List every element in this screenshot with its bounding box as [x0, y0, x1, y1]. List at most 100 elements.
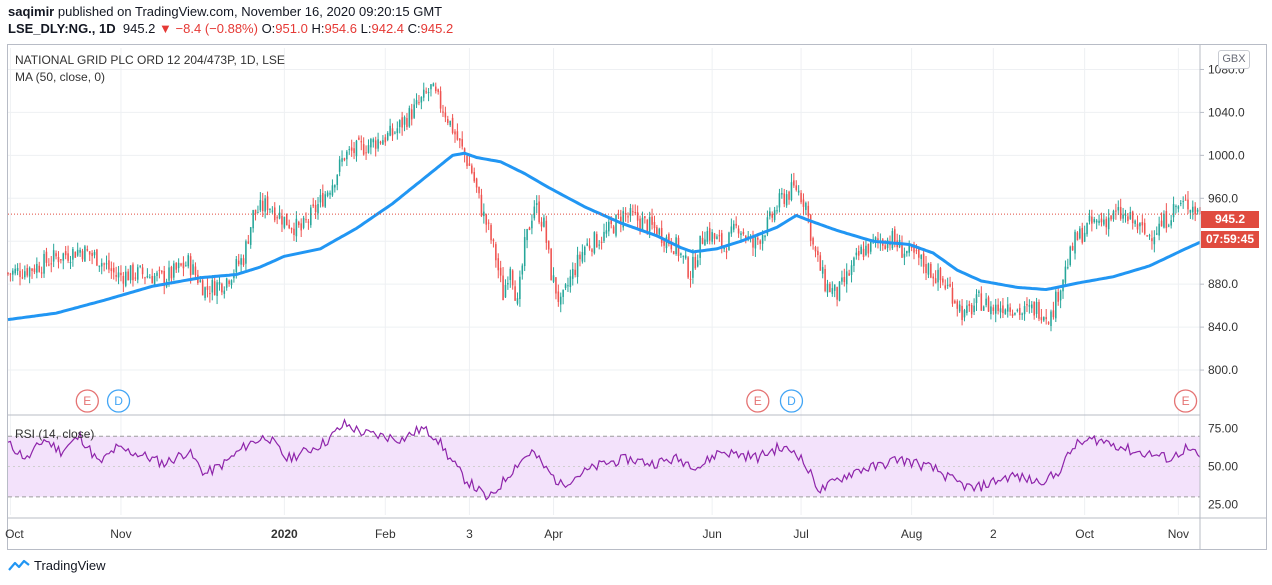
candle-body [769, 211, 771, 217]
candle-body [845, 271, 848, 285]
candle-body [987, 297, 990, 312]
candle-body [437, 89, 439, 92]
candle-body [624, 213, 627, 215]
candle-body [821, 267, 824, 274]
x-tick-label: Jun [702, 527, 721, 541]
candle-body [730, 226, 733, 234]
candle-body [103, 263, 105, 265]
candle-body [1059, 290, 1062, 301]
candle-body [213, 281, 216, 296]
candle-body [396, 128, 399, 134]
candle-body [1146, 235, 1148, 237]
candle-body [776, 210, 778, 212]
candle-body [622, 211, 625, 228]
candle-body [127, 271, 129, 281]
candle-body [790, 182, 793, 201]
candle-body [973, 305, 975, 313]
candle-body [735, 223, 737, 226]
candle-body [862, 248, 865, 257]
candle-body [742, 231, 745, 234]
candle-body [853, 257, 855, 266]
currency-badge[interactable]: GBX [1218, 50, 1250, 69]
candle-body [300, 223, 302, 231]
candle-body [254, 209, 257, 214]
candle-body [944, 285, 947, 289]
candle-body [451, 117, 454, 133]
candle-body [146, 275, 149, 278]
candle-body [761, 235, 764, 244]
candle-body [648, 217, 651, 232]
candle-body [843, 276, 846, 283]
close-label: C: [407, 21, 421, 36]
candle-body [170, 266, 173, 279]
publisher-name[interactable]: saqimir [8, 4, 55, 19]
candle-body [269, 208, 271, 210]
candle-body [689, 278, 692, 280]
candle-body [783, 193, 786, 204]
candle-body [966, 305, 968, 314]
candle-body [913, 244, 915, 253]
candle-body [19, 270, 21, 278]
candle-body [644, 216, 646, 219]
candle-body [105, 263, 108, 265]
candle-body [903, 253, 906, 258]
candle-body [348, 149, 351, 151]
candle-body [79, 249, 81, 253]
candle-body [1074, 231, 1076, 254]
candle-body [1091, 216, 1093, 224]
candle-body [855, 252, 858, 256]
candle-body [636, 212, 639, 221]
candle-body [514, 286, 516, 301]
candle-body [98, 265, 101, 267]
x-tick-label: Oct [1075, 527, 1094, 541]
candle-body [189, 256, 192, 276]
candle-body [264, 198, 266, 212]
candle-body [485, 214, 488, 225]
candle-body [716, 236, 718, 240]
candle-body [1011, 313, 1014, 317]
candle-body [163, 270, 165, 286]
candle-body [980, 293, 983, 311]
candle-body [1079, 228, 1081, 239]
candle-body [449, 120, 451, 126]
candle-body [567, 285, 569, 287]
candle-body [434, 86, 437, 92]
candle-body [1196, 209, 1199, 212]
candle-body [970, 305, 973, 315]
candle-body [168, 267, 170, 281]
candle-body [36, 263, 38, 273]
candle-body [1122, 214, 1124, 219]
candle-body [370, 139, 372, 148]
candle-body [901, 242, 903, 258]
candle-body [684, 255, 687, 259]
ma-legend: MA (50, close, 0) [15, 70, 106, 84]
candle-body [276, 217, 278, 219]
candle-body [704, 239, 706, 246]
candle-body [355, 140, 358, 157]
candle-body [581, 251, 584, 262]
candle-body [1083, 232, 1086, 242]
candle-body [990, 306, 992, 315]
candle-body [192, 264, 194, 275]
candle-body [951, 287, 954, 304]
candle-body [1043, 317, 1045, 321]
candle-body [151, 275, 153, 284]
candle-body [502, 275, 504, 301]
footer-brand[interactable]: TradingView [8, 558, 106, 573]
candle-body [579, 254, 581, 260]
candle-body [1182, 201, 1184, 203]
candle-body [596, 234, 598, 248]
candle-body [660, 227, 663, 243]
candle-body [225, 278, 228, 288]
candle-body [88, 251, 91, 255]
candle-body [319, 194, 322, 203]
candle-body [141, 267, 144, 275]
rsi-legend: RSI (14, close) [15, 427, 95, 441]
candle-body [490, 225, 492, 241]
candle-body [1047, 322, 1050, 324]
candle-body [360, 141, 363, 143]
candle-body [867, 243, 870, 254]
candle-body [829, 283, 831, 293]
candle-body [1028, 305, 1031, 307]
